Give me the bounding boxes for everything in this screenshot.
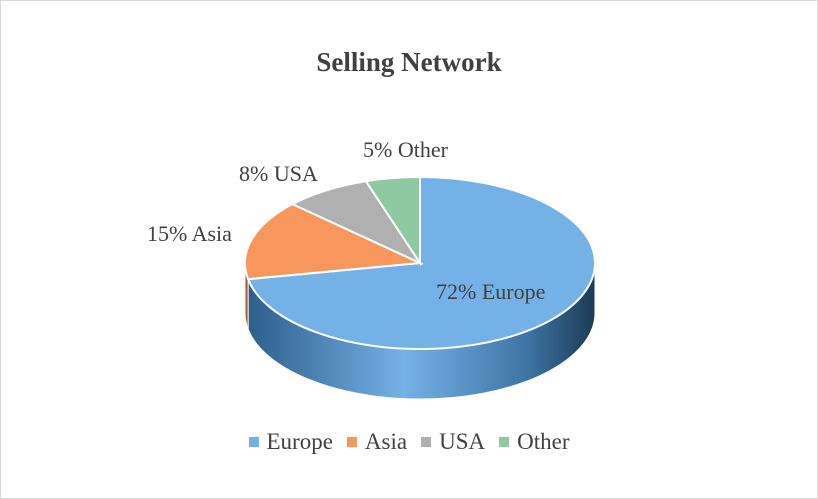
- data-label-other: 5% Other: [363, 137, 448, 162]
- legend-swatch-asia: [346, 437, 357, 447]
- legend: Europe Asia USA Other: [1, 429, 817, 455]
- legend-item-other: Other: [499, 429, 569, 455]
- legend-item-europe: Europe: [248, 429, 333, 455]
- legend-item-asia: Asia: [346, 429, 408, 455]
- legend-swatch-usa: [421, 437, 432, 447]
- data-label-europe: 72% Europe: [436, 279, 546, 304]
- pie-slice-asia: [244, 203, 424, 281]
- pie-slice-other: [364, 175, 421, 267]
- legend-label: Asia: [364, 429, 408, 454]
- legend-label: Other: [517, 429, 570, 454]
- data-label-usa: 8% USA: [239, 161, 318, 186]
- data-label-asia: 15% Asia: [147, 221, 232, 246]
- legend-swatch-other: [499, 437, 510, 447]
- legend-swatch-europe: [248, 437, 259, 447]
- legend-label: USA: [439, 429, 486, 454]
- chart-title: Selling Network: [316, 47, 502, 77]
- legend-label: Europe: [266, 429, 333, 454]
- legend-item-usa: USA: [421, 429, 485, 455]
